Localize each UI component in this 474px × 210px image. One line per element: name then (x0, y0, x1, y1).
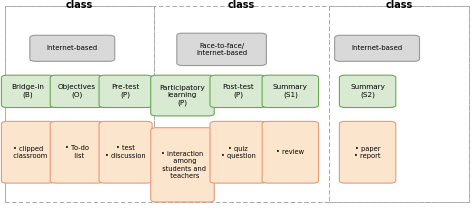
Text: Pre-test
(P): Pre-test (P) (111, 84, 140, 98)
FancyBboxPatch shape (99, 75, 152, 108)
Text: Face-to-face/
Internet-based: Face-to-face/ Internet-based (196, 43, 247, 56)
Text: Summary
(S2): Summary (S2) (350, 84, 385, 98)
Text: • To-do
  list: • To-do list (65, 146, 89, 159)
FancyBboxPatch shape (210, 121, 266, 183)
FancyBboxPatch shape (1, 121, 55, 183)
Text: In-
class: In- class (228, 0, 255, 10)
Text: Pre-
class: Pre- class (66, 0, 93, 10)
FancyBboxPatch shape (339, 121, 396, 183)
FancyBboxPatch shape (50, 121, 103, 183)
FancyBboxPatch shape (1, 75, 55, 108)
FancyBboxPatch shape (339, 75, 396, 108)
FancyBboxPatch shape (50, 75, 103, 108)
FancyBboxPatch shape (335, 35, 419, 61)
Text: • review: • review (276, 149, 304, 155)
Text: • quiz
• question: • quiz • question (221, 146, 255, 159)
FancyBboxPatch shape (177, 33, 266, 66)
FancyBboxPatch shape (99, 121, 152, 183)
Text: • interaction
  among
  students and
  teachers: • interaction among students and teacher… (158, 151, 207, 179)
Text: Internet-based: Internet-based (47, 45, 98, 51)
Text: Summary
(S1): Summary (S1) (273, 84, 308, 98)
FancyBboxPatch shape (151, 128, 214, 202)
FancyBboxPatch shape (30, 35, 115, 61)
Text: • paper
• report: • paper • report (355, 146, 381, 159)
Text: Bridge-in
(B): Bridge-in (B) (11, 84, 45, 98)
FancyBboxPatch shape (151, 75, 214, 116)
Text: Post-test
(P): Post-test (P) (222, 84, 254, 98)
FancyBboxPatch shape (262, 121, 319, 183)
FancyBboxPatch shape (262, 75, 319, 108)
Text: • test
• discussion: • test • discussion (105, 146, 146, 159)
Text: Internet-based: Internet-based (352, 45, 402, 51)
Text: After-
class: After- class (383, 0, 416, 10)
Text: Participatory
learning
(P): Participatory learning (P) (160, 85, 205, 106)
Text: • clipped
  classroom: • clipped classroom (9, 146, 47, 159)
Text: Objectives
(O): Objectives (O) (58, 84, 96, 98)
FancyBboxPatch shape (210, 75, 266, 108)
